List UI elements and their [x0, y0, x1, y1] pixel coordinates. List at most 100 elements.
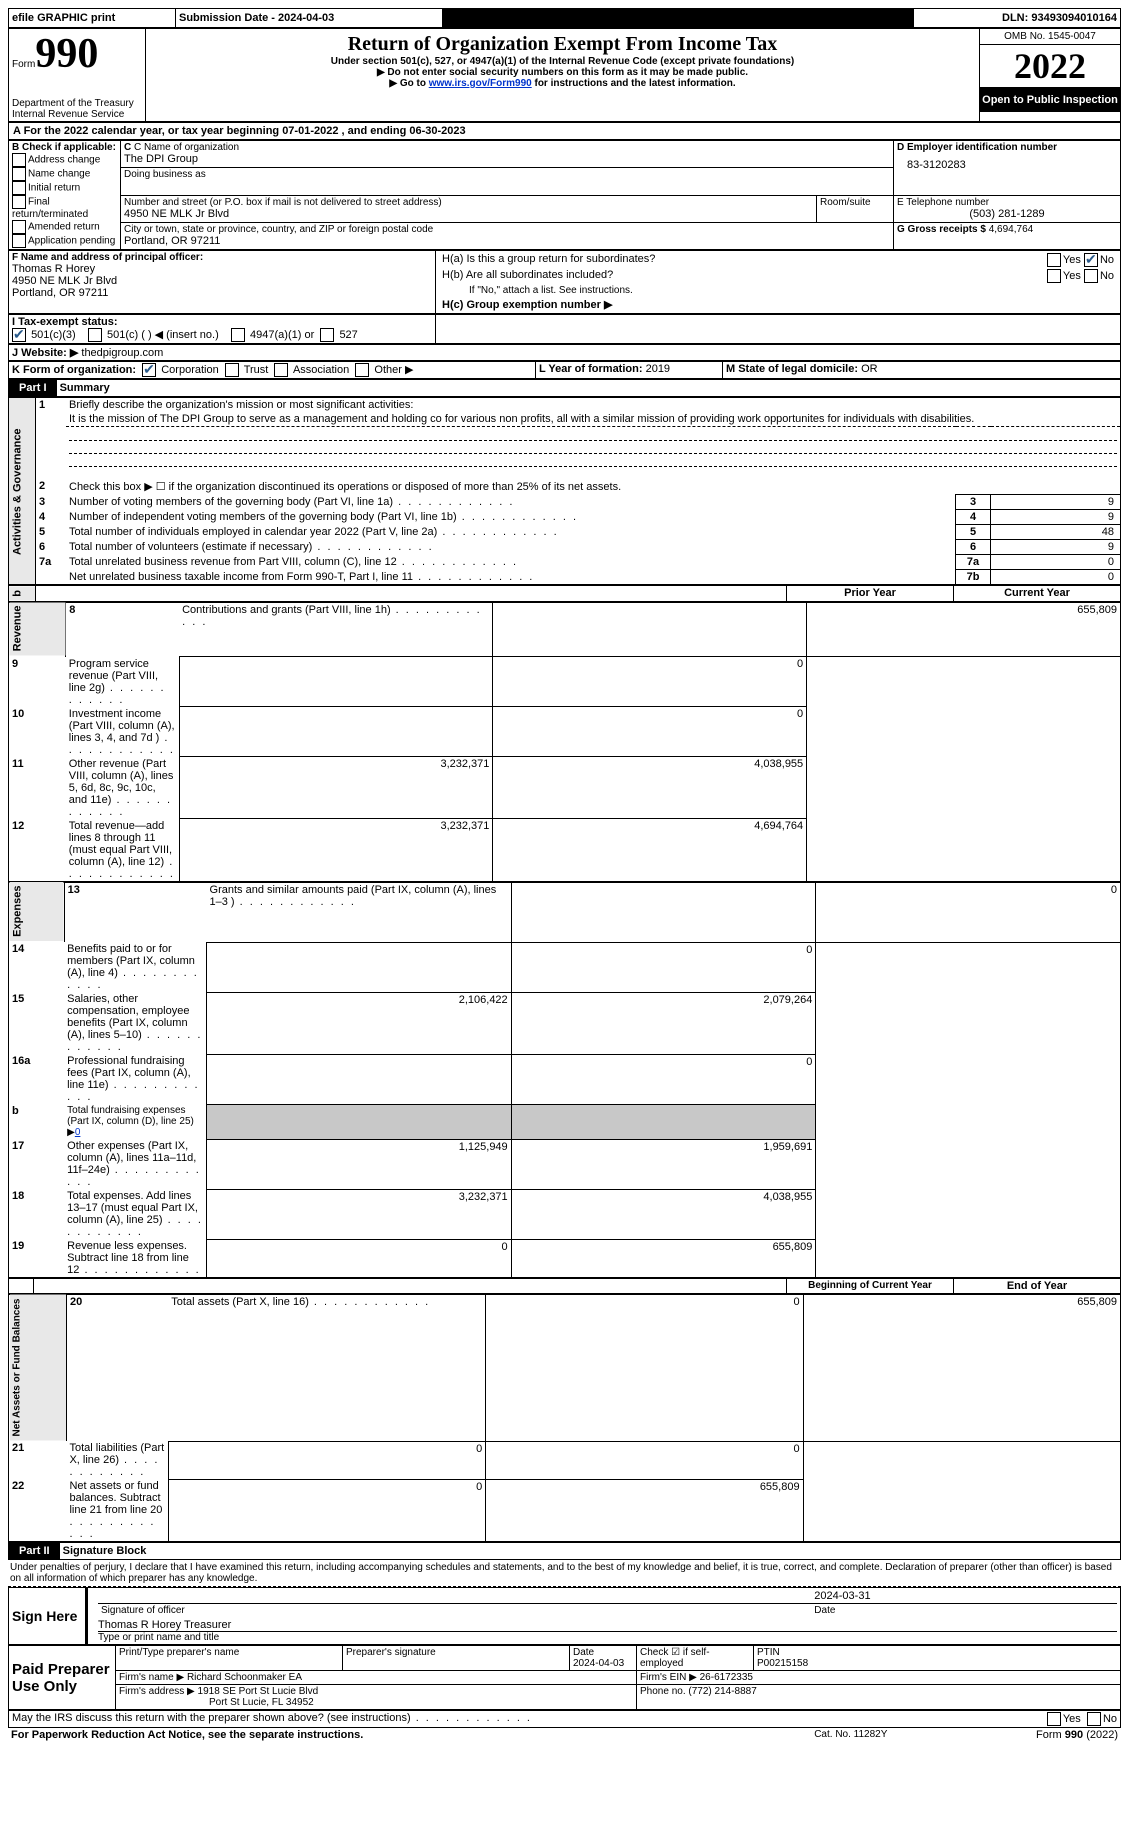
check-final[interactable] [12, 195, 26, 209]
sub2: ▶ Do not enter social security numbers o… [150, 67, 975, 78]
row-text: Contributions and grants (Part VIII, lin… [179, 602, 493, 656]
current-val: 4,038,955 [511, 1189, 816, 1239]
check-corp[interactable] [142, 363, 156, 377]
open-public: Open to Public Inspection [980, 88, 1120, 112]
line3-text: Number of voting members of the governin… [66, 495, 956, 510]
c-label: C C Name of organization [124, 142, 890, 153]
g-label: G Gross receipts $ 4,694,764 [897, 224, 1117, 235]
line4-val: 9 [991, 510, 1121, 525]
officer-name: Thomas R Horey [12, 263, 432, 275]
line6-val: 9 [991, 540, 1121, 555]
prior-val: 2,106,422 [207, 992, 512, 1054]
check-other[interactable] [355, 363, 369, 377]
phone: (503) 281-1289 [897, 208, 1117, 220]
prior-val: 3,232,371 [207, 1189, 512, 1239]
discuss-no[interactable] [1087, 1712, 1101, 1726]
irs-link[interactable]: www.irs.gov/Form990 [429, 78, 532, 89]
line2: Check this box ▶ ☐ if the organization d… [66, 479, 1121, 495]
sign-here: Sign Here [9, 1588, 87, 1645]
row-text: Program service revenue (Part VIII, line… [66, 657, 179, 707]
part1-label: Part I [9, 380, 57, 396]
check-initial[interactable] [12, 181, 26, 195]
sig-decl: Under penalties of perjury, I declare th… [8, 1560, 1121, 1587]
irs-label: Internal Revenue Service [12, 109, 142, 120]
l-label: L Year of formation: [539, 363, 643, 375]
current-val: 655,809 [803, 1295, 1120, 1442]
row-text: Other expenses (Part IX, column (A), lin… [64, 1139, 206, 1189]
prior-val [493, 602, 807, 656]
hb-yes[interactable] [1047, 269, 1061, 283]
row-text: Grants and similar amounts paid (Part IX… [207, 882, 512, 942]
prior-val: 3,232,371 [179, 757, 493, 819]
side-b: b [9, 586, 36, 602]
check-501c[interactable] [88, 328, 102, 342]
check-pending[interactable] [12, 234, 26, 248]
ha-no[interactable] [1084, 253, 1098, 267]
current-val: 0 [493, 707, 807, 757]
cat-no: Cat. No. 11282Y [767, 1728, 935, 1742]
discuss-yes[interactable] [1047, 1712, 1061, 1726]
prior-hdr: Prior Year [787, 586, 954, 602]
street-label: Number and street (or P.O. box if mail i… [124, 197, 813, 208]
sig-date: 2024-03-31 [811, 1589, 1117, 1604]
d-label: D Employer identification number [897, 142, 1117, 153]
officer-street: 4950 NE MLK Jr Blvd [12, 275, 432, 287]
row-text: Total assets (Part X, line 16) [168, 1295, 485, 1442]
boy-hdr: Beginning of Current Year [787, 1279, 954, 1294]
form-title: Return of Organization Exempt From Incom… [150, 33, 975, 56]
row-text: Total liabilities (Part X, line 26) [66, 1441, 168, 1479]
e-label: E Telephone number [897, 197, 1117, 208]
line3-val: 9 [991, 495, 1121, 510]
omb: OMB No. 1545-0047 [980, 29, 1120, 45]
row-text: Total expenses. Add lines 13–17 (must eq… [64, 1189, 206, 1239]
line4-text: Number of independent voting members of … [66, 510, 956, 525]
form-footer: Form 990 (2022) [935, 1728, 1121, 1742]
line1-label: Briefly describe the organization's miss… [66, 398, 1121, 413]
city-label: City or town, state or province, country… [124, 224, 890, 235]
sub3: ▶ Go to www.irs.gov/Form990 for instruct… [150, 78, 975, 89]
check-assoc[interactable] [274, 363, 288, 377]
hc-label: H(c) Group exemption number ▶ [439, 297, 1117, 312]
hb-no[interactable] [1084, 269, 1098, 283]
check-527[interactable] [320, 328, 334, 342]
city: Portland, OR 97211 [124, 235, 890, 247]
ein: 83-3120283 [897, 153, 1117, 177]
current-val: 655,809 [807, 602, 1121, 656]
prior-val [207, 942, 512, 992]
line7a-val: 0 [991, 555, 1121, 570]
check-address[interactable] [12, 153, 26, 167]
current-val: 0 [511, 942, 816, 992]
check-trust[interactable] [225, 363, 239, 377]
dba-label: Doing business as [124, 169, 890, 180]
row-text: Professional fundraising fees (Part IX, … [64, 1054, 206, 1104]
side-ag: Activities & Governance [9, 398, 36, 585]
side-na: Net Assets or Fund Balances [9, 1295, 67, 1442]
prior-val [511, 882, 816, 942]
current-val: 0 [511, 1054, 816, 1104]
officer-sig-name: Thomas R Horey Treasurer [98, 1619, 1117, 1632]
prior-val [207, 1054, 512, 1104]
self-emp: Check ☑ if self-employed [637, 1646, 754, 1671]
row-text: Benefits paid to or for members (Part IX… [64, 942, 206, 992]
check-amended[interactable] [12, 220, 26, 234]
tax-year: 2022 [980, 45, 1120, 88]
name-label: Type or print name and title [98, 1632, 1117, 1643]
ha-yes[interactable] [1047, 253, 1061, 267]
check-501c3[interactable] [12, 328, 26, 342]
side-exp: Expenses [9, 882, 65, 942]
current-val: 1,959,691 [511, 1139, 816, 1189]
row-text: Revenue less expenses. Subtract line 18 … [64, 1239, 206, 1278]
m-label: M State of legal domicile: [726, 363, 858, 375]
preparer-hdr: Paid Preparer Use Only [9, 1646, 116, 1710]
eoy-hdr: End of Year [954, 1279, 1121, 1294]
row-text: Total fundraising expenses (Part IX, col… [64, 1104, 206, 1139]
current-val: 0 [486, 1441, 803, 1479]
website: thedpigroup.com [78, 347, 163, 359]
side-rev: Revenue [9, 602, 66, 656]
mission: It is the mission of The DPI Group to se… [66, 412, 1121, 427]
current-val: 655,809 [486, 1479, 803, 1542]
check-name[interactable] [12, 167, 26, 181]
prior-val: 3,232,371 [179, 819, 493, 882]
check-4947[interactable] [231, 328, 245, 342]
line7b-val: 0 [991, 570, 1121, 585]
